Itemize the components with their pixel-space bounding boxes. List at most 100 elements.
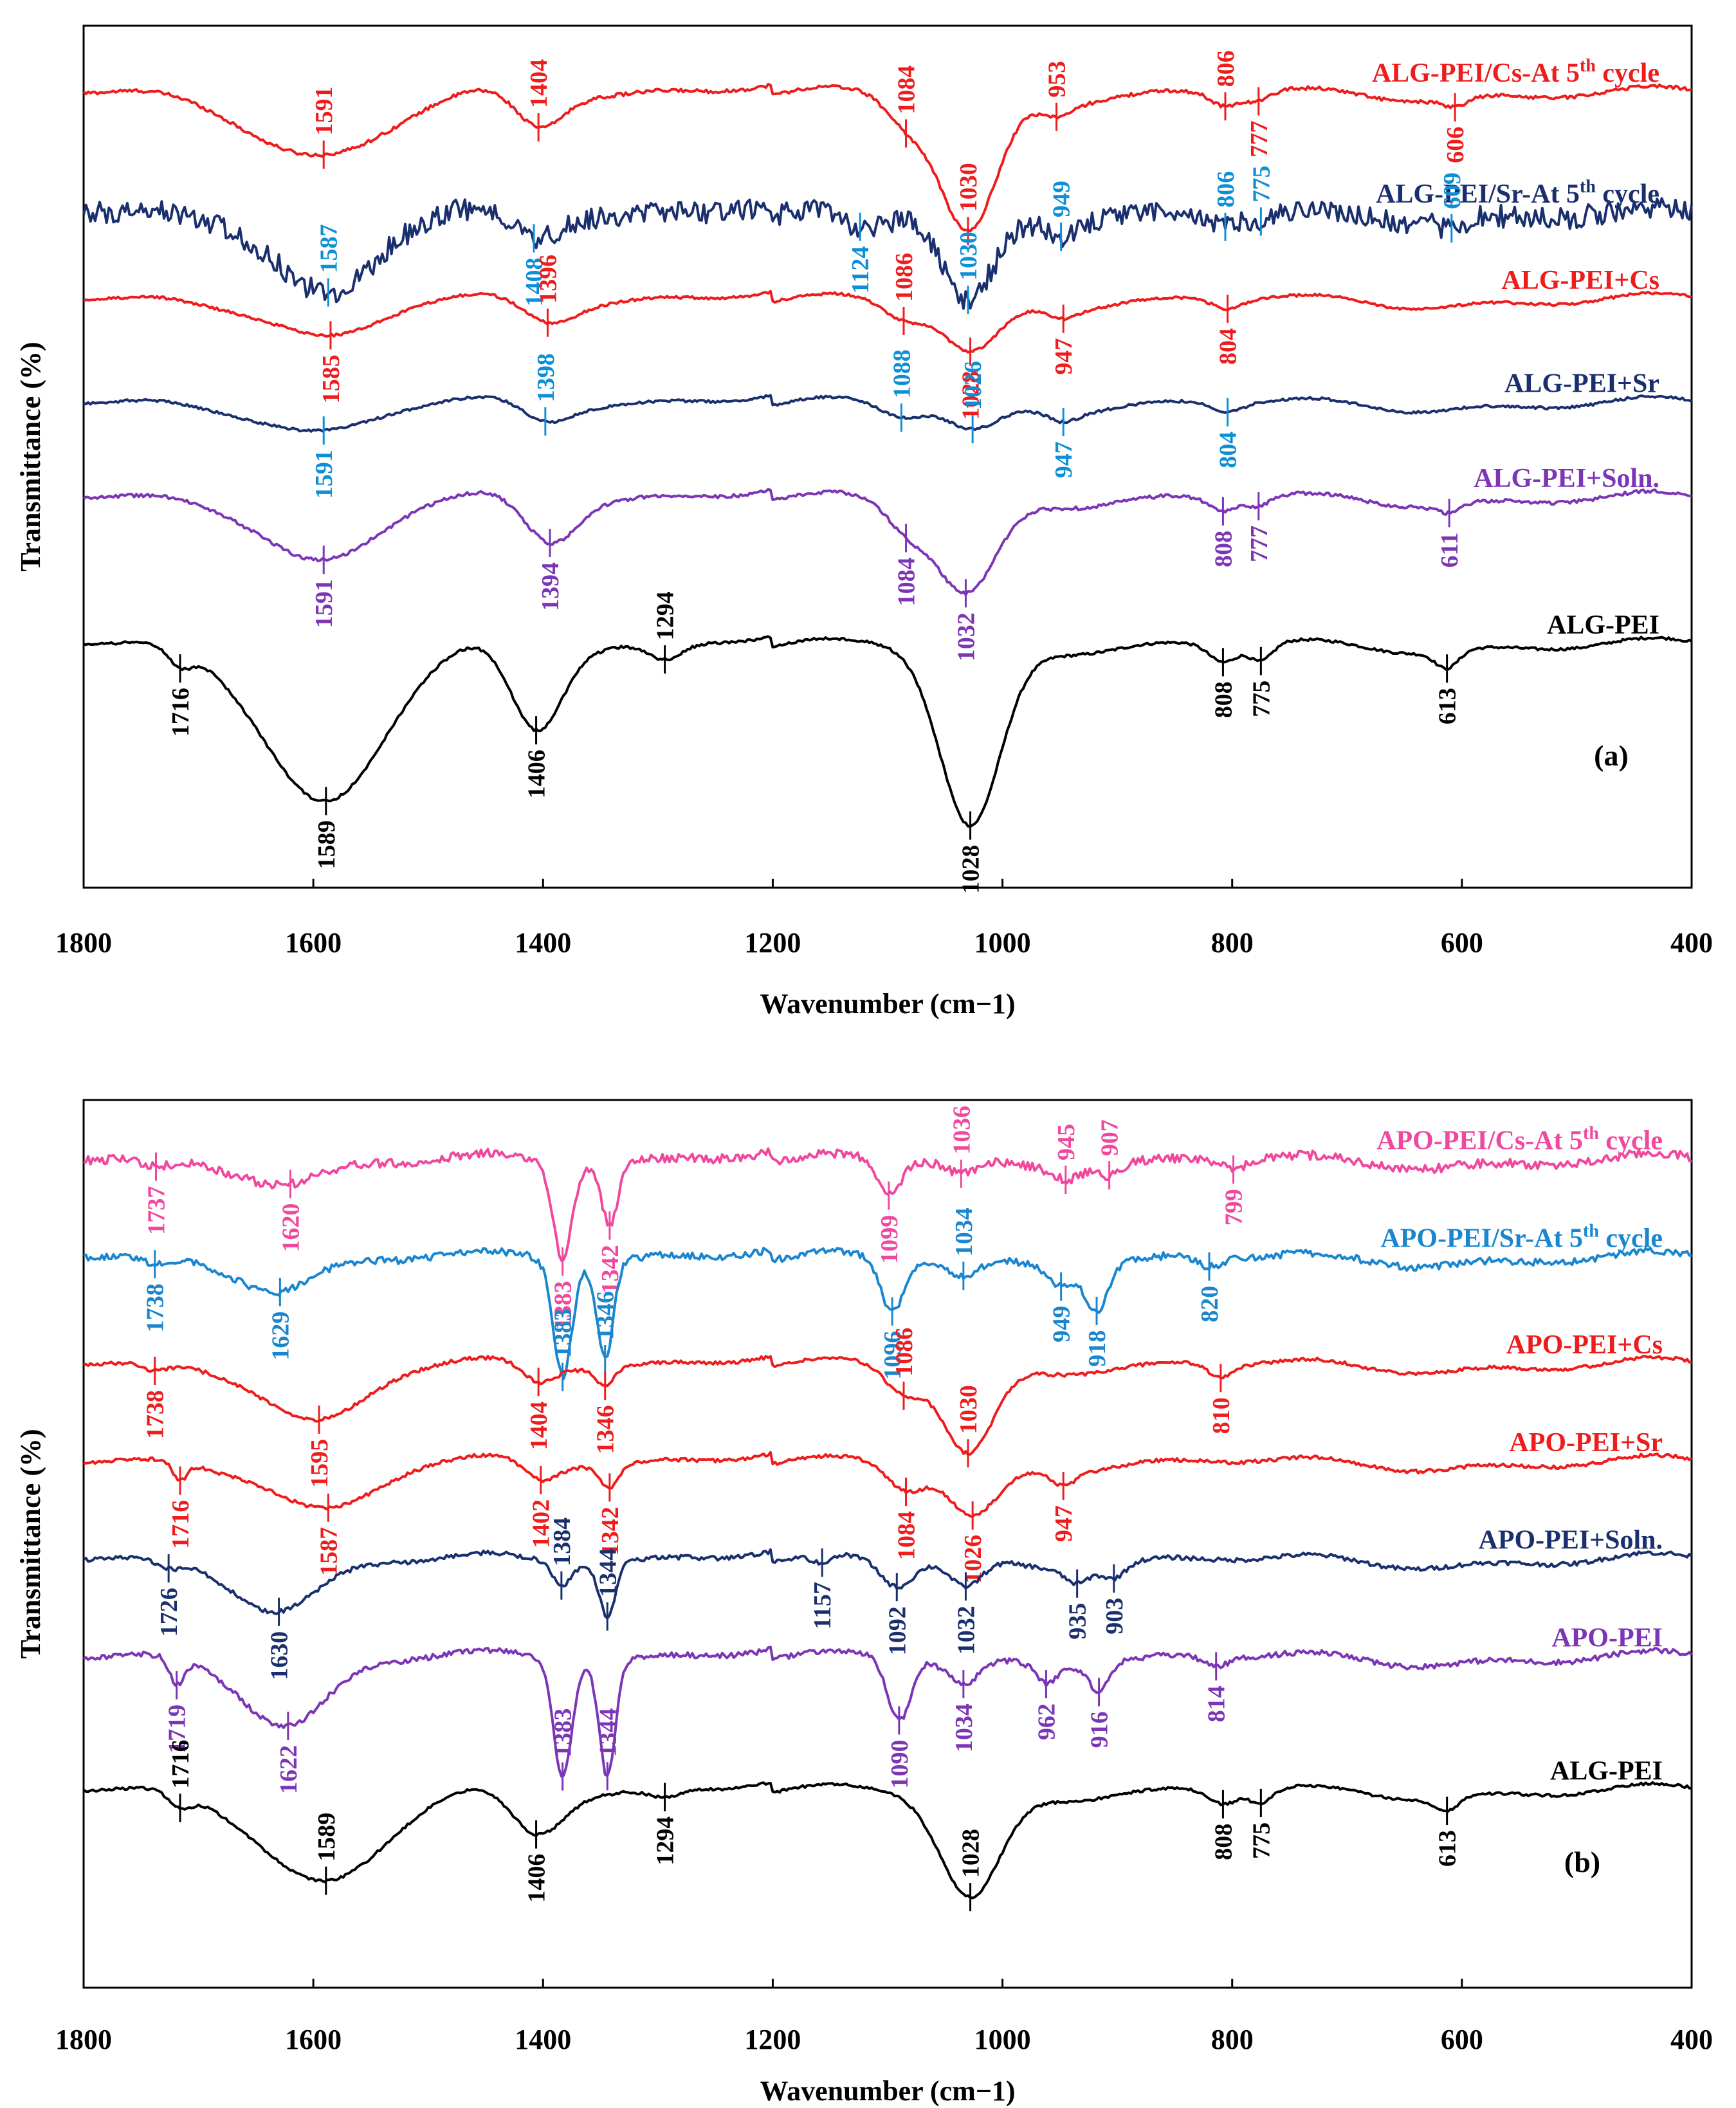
- plot-frame-b: [82, 1099, 1693, 1989]
- spectrum-line: [83, 1147, 1692, 1262]
- peak-label: 1406: [524, 1854, 551, 1903]
- peak-label: 1396: [535, 255, 562, 304]
- spectrum-line: [83, 1355, 1692, 1456]
- x-ticks-a: 1800 1600 1400 1200 1000 800 600 400: [55, 879, 1713, 958]
- peak-label: 808: [1210, 681, 1237, 718]
- series-label-main: APO-PEI/Cs-At 5: [1376, 1126, 1583, 1156]
- peak-label: 1595: [306, 1439, 333, 1488]
- peak-label: 1591: [311, 87, 338, 136]
- spectrum-line: [82, 1781, 1692, 1900]
- x-tick-label: 1600: [285, 927, 342, 958]
- series-alg-pei-soln-: ALG-PEI+Soln. 1591 1394 1084 1032 808 777 611: [82, 464, 1692, 661]
- peak-label: 808: [1210, 1824, 1237, 1860]
- peak-label: 1030: [955, 1385, 982, 1434]
- peak-label: 907: [1097, 1119, 1124, 1156]
- peak-label: 1591: [311, 579, 338, 628]
- peak-label: 820: [1196, 1286, 1223, 1323]
- peak-label: 1090: [886, 1740, 913, 1789]
- peak-label: 606: [1442, 127, 1469, 163]
- peak-label: 804: [1215, 328, 1242, 365]
- peak-label: 1342: [597, 1245, 624, 1294]
- x-tick-label: 1400: [515, 927, 571, 958]
- peak-label: 947: [1050, 338, 1077, 375]
- x-tick-label: 1200: [744, 927, 801, 958]
- peak-label: 1096: [879, 1331, 906, 1380]
- peak-label: 903: [1101, 1598, 1128, 1635]
- spectrum-line: [83, 1247, 1692, 1380]
- peak-label: 1032: [953, 612, 980, 661]
- series-label: ALG-PEI: [1550, 1756, 1663, 1786]
- x-tick-label: 1200: [744, 2024, 801, 2055]
- x-tick-label: 800: [1211, 2024, 1254, 2055]
- series-label-sup: th: [1580, 56, 1596, 76]
- x-tick-label: 800: [1211, 927, 1254, 958]
- peak-label: 1084: [893, 557, 920, 606]
- peak-label: 945: [1053, 1124, 1080, 1160]
- series-alg-pei-cs: ALG-PEI+Cs 1585 1396 1086 1028 947 804: [83, 253, 1692, 420]
- peak-label: 1408: [521, 258, 548, 307]
- series-label-tail: cycle: [1596, 59, 1659, 88]
- peak-label: 1028: [958, 371, 985, 420]
- peak-label: 1716: [167, 1500, 194, 1549]
- spectrum-line: [83, 1548, 1693, 1620]
- x-tick-label: 1800: [55, 2024, 112, 2055]
- series-label: APO-PEI+Sr: [1509, 1428, 1663, 1458]
- spectrum-line: [83, 1451, 1693, 1518]
- peak-label: 1716: [167, 1740, 194, 1789]
- peak-label: 814: [1203, 1685, 1230, 1722]
- series-label: ALG-PEI+Soln.: [1474, 464, 1659, 493]
- series-label: APO-PEI/Cs-At 5th cycle: [1376, 1124, 1663, 1156]
- x-tick-label: 1800: [55, 927, 112, 958]
- peak-label: 1719: [164, 1705, 191, 1754]
- series-label-tail: cycle: [1599, 1224, 1663, 1253]
- peak-label: 1034: [951, 1703, 978, 1752]
- series-label-main: ALG-PEI+Sr: [1504, 369, 1659, 399]
- peak-label: 1028: [958, 845, 985, 894]
- peak-label: 1030: [955, 232, 982, 280]
- peak-label: 1346: [592, 1405, 619, 1454]
- series-label-main: ALG-PEI+Soln.: [1474, 464, 1659, 493]
- peak-label: 1726: [156, 1588, 183, 1636]
- series-alg-pei-sr-at-5th-cycle: ALG-PEI/Sr-At 5th cycle 1587 1408 1124 1030 9…: [82, 165, 1693, 315]
- peak-label: 1383: [550, 1309, 577, 1358]
- peak-label: 1738: [142, 1283, 169, 1332]
- spectrum-line: [83, 394, 1692, 433]
- peak-label: 1394: [537, 562, 564, 611]
- peak-label: 1084: [893, 66, 920, 115]
- peak-label: 949: [1048, 181, 1075, 217]
- x-axis-title-a: Wavenumber (cm−1): [760, 988, 1016, 1020]
- peak-label: 799: [1221, 1189, 1248, 1225]
- spectrum-line: [82, 1645, 1693, 1778]
- peak-label: 1344: [594, 1708, 621, 1757]
- peak-label: 1404: [525, 59, 553, 108]
- peak-label: 949: [1048, 1306, 1075, 1343]
- peak-label: 1026: [960, 361, 987, 410]
- x-axis-title-b: Wavenumber (cm−1): [760, 2075, 1016, 2107]
- peak-label: 775: [1248, 681, 1275, 717]
- x-tick-label: 1400: [515, 2024, 571, 2055]
- series-label: ALG-PEI/Cs-At 5th cycle: [1372, 56, 1659, 88]
- peak-label: 808: [1210, 531, 1237, 567]
- peak-label: 1036: [948, 1106, 975, 1155]
- series-label: ALG-PEI+Sr: [1504, 369, 1659, 399]
- series-label-main: APO-PEI+Cs: [1506, 1330, 1663, 1360]
- peak-label: 1157: [809, 1582, 836, 1629]
- series-label: APO-PEI/Sr-At 5th cycle: [1380, 1221, 1663, 1253]
- peak-label: 1629: [267, 1312, 294, 1361]
- peak-label: 806: [1212, 171, 1239, 208]
- panel-label-b: (b): [1564, 1846, 1600, 1878]
- series-apo-pei-cs: APO-PEI+Cs 1738 1595 1404 1346 1086 1030 810: [83, 1328, 1692, 1488]
- peak-label: 918: [1084, 1330, 1111, 1367]
- series-label-main: APO-PEI: [1551, 1623, 1663, 1653]
- peak-label: 1383: [550, 1709, 577, 1757]
- series-label-tail: cycle: [1599, 1126, 1663, 1156]
- peak-label: 1342: [597, 1507, 624, 1555]
- peak-label: 916: [1086, 1711, 1113, 1748]
- peak-label: 609: [1439, 172, 1466, 209]
- peak-label: 1346: [592, 1291, 619, 1340]
- x-tick-label: 1600: [285, 2024, 342, 2055]
